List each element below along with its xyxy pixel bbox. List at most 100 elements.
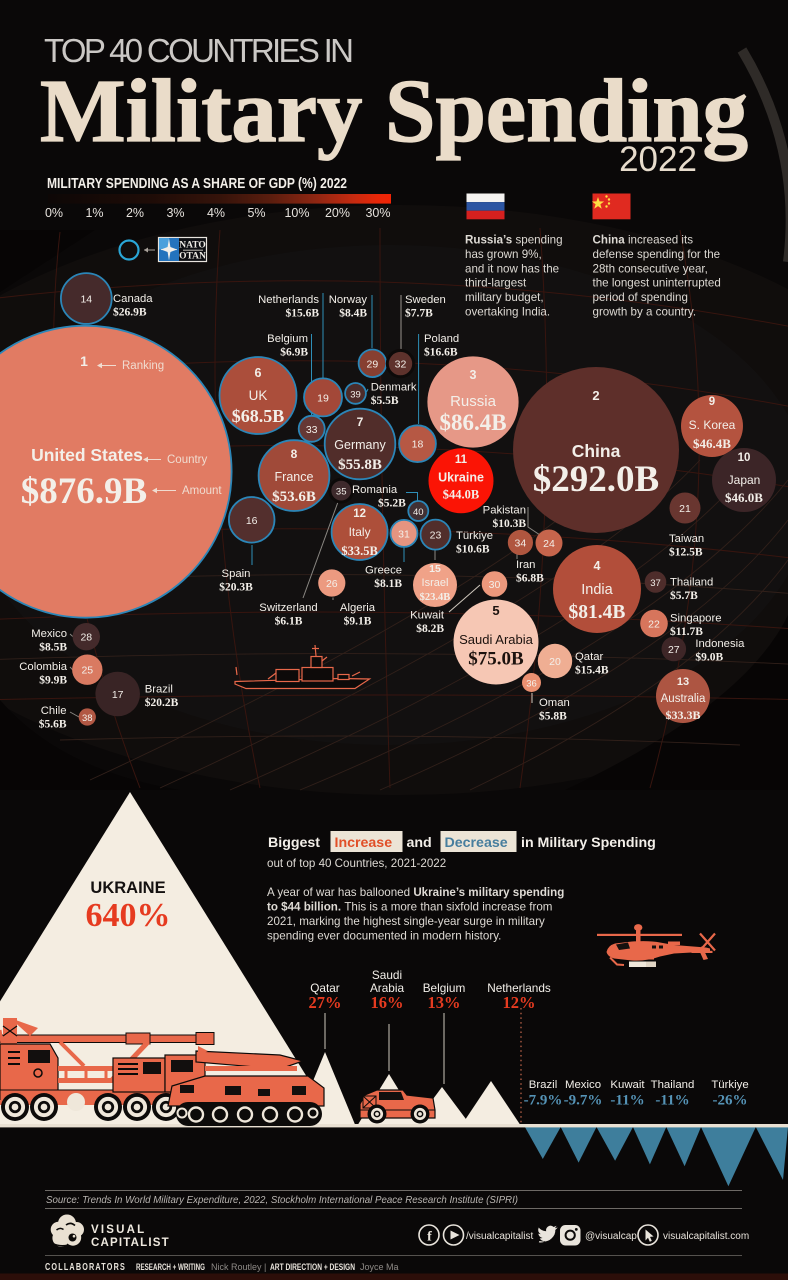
svg-text:Oman: Oman <box>539 697 570 709</box>
svg-text:8: 8 <box>291 447 298 461</box>
svg-text:4%: 4% <box>207 206 225 220</box>
svg-text:Saudi: Saudi <box>372 968 402 982</box>
svg-text:30: 30 <box>489 579 501 591</box>
svg-text:26: 26 <box>326 578 338 590</box>
svg-text:2022: 2022 <box>619 140 697 179</box>
svg-text:1: 1 <box>80 353 88 369</box>
svg-text:$5.8B: $5.8B <box>539 710 567 723</box>
svg-text:-26%: -26% <box>713 1093 748 1109</box>
svg-text:13%: 13% <box>428 993 461 1012</box>
svg-text:$5.6B: $5.6B <box>39 718 67 731</box>
svg-text:COLLABORATORS: COLLABORATORS <box>45 1262 126 1273</box>
svg-text:27: 27 <box>668 644 680 656</box>
svg-text:Russia: Russia <box>450 393 497 410</box>
svg-text:Taiwan: Taiwan <box>669 533 704 545</box>
svg-text:out of top 40 Countries, 2021-: out of top 40 Countries, 2021-2022 <box>267 857 446 870</box>
svg-text:$23.4B: $23.4B <box>420 592 451 603</box>
svg-text:18: 18 <box>412 439 424 451</box>
svg-text:Australia: Australia <box>661 693 706 705</box>
svg-text:640%: 640% <box>86 897 171 934</box>
svg-text:Ukraine: Ukraine <box>438 471 484 485</box>
svg-text:$9.9B: $9.9B <box>39 674 67 687</box>
svg-text:/visualcapitalist: /visualcapitalist <box>466 1231 533 1242</box>
svg-text:ART DIRECTION + DESIGN: ART DIRECTION + DESIGN <box>270 1262 355 1272</box>
svg-text:$6.1B: $6.1B <box>275 615 303 628</box>
svg-text:A year of war has ballooned Uk: A year of war has ballooned Ukraine’s mi… <box>267 886 564 899</box>
svg-text:1%: 1% <box>85 206 103 220</box>
svg-text:TOP 40 COUNTRIES IN: TOP 40 COUNTRIES IN <box>44 32 354 69</box>
svg-text:in Military Spending: in Military Spending <box>521 835 656 851</box>
svg-text:OTAN: OTAN <box>179 252 206 262</box>
svg-text:Türkiye: Türkiye <box>456 530 493 542</box>
svg-text:$12.5B: $12.5B <box>669 546 703 559</box>
svg-text:7: 7 <box>357 415 364 429</box>
svg-text:f: f <box>427 1230 432 1245</box>
svg-text:defense spending for the: defense spending for the <box>593 248 721 261</box>
svg-text:Greece: Greece <box>365 565 402 577</box>
svg-text:China: China <box>572 441 621 461</box>
svg-text:MILITARY SPENDING AS A SHARE O: MILITARY SPENDING AS A SHARE OF GDP (%) … <box>47 176 347 192</box>
svg-text:$55.8B: $55.8B <box>338 457 382 473</box>
svg-text:$8.4B: $8.4B <box>339 307 367 320</box>
svg-text:Source: Trends In World Milita: Source: Trends In World Military Expendi… <box>46 1195 518 1206</box>
svg-text:16%: 16% <box>371 993 404 1012</box>
svg-text:31: 31 <box>398 528 410 540</box>
svg-text:15: 15 <box>429 563 441 575</box>
svg-text:$33.5B: $33.5B <box>341 544 377 558</box>
svg-text:Joyce Ma: Joyce Ma <box>360 1262 399 1272</box>
svg-text:Algeria: Algeria <box>340 602 376 614</box>
svg-text:Thailand: Thailand <box>651 1079 695 1091</box>
svg-text:2: 2 <box>592 388 599 403</box>
svg-text:Qatar: Qatar <box>575 651 603 663</box>
svg-text:$10.6B: $10.6B <box>456 543 490 556</box>
svg-text:$8.2B: $8.2B <box>416 622 444 635</box>
svg-text:Iran: Iran <box>516 559 535 571</box>
svg-text:$11.7B: $11.7B <box>670 625 703 638</box>
svg-text:RESEARCH + WRITING: RESEARCH + WRITING <box>136 1262 205 1272</box>
svg-text:$20.2B: $20.2B <box>145 696 179 709</box>
svg-text:third-largest: third-largest <box>465 277 527 290</box>
svg-text:Brazil: Brazil <box>145 684 173 696</box>
svg-text:$10.3B: $10.3B <box>492 517 526 530</box>
svg-text:|: | <box>264 1262 266 1272</box>
svg-text:$5.2B: $5.2B <box>378 497 406 510</box>
svg-text:CAPITALIST: CAPITALIST <box>91 1237 170 1249</box>
svg-text:Arabia: Arabia <box>370 981 405 995</box>
svg-text:to $44 billion. This is a more: to $44 billion. This is a more than sixf… <box>267 901 552 914</box>
svg-text:$15.6B: $15.6B <box>285 307 319 320</box>
svg-text:UKRAINE: UKRAINE <box>90 879 165 897</box>
svg-text:and it now has the: and it now has the <box>465 262 559 275</box>
svg-text:Switzerland: Switzerland <box>259 602 317 614</box>
svg-text:Amount: Amount <box>182 485 222 497</box>
svg-text:29: 29 <box>367 358 379 370</box>
svg-text:Chile: Chile <box>41 705 67 717</box>
svg-text:19: 19 <box>317 392 329 404</box>
svg-text:20: 20 <box>549 656 561 668</box>
svg-text:$7.7B: $7.7B <box>405 307 433 320</box>
svg-text:$15.4B: $15.4B <box>575 664 609 677</box>
svg-text:33: 33 <box>306 424 318 436</box>
svg-text:has grown 9%,: has grown 9%, <box>465 248 542 261</box>
svg-text:Saudi Arabia: Saudi Arabia <box>459 632 533 647</box>
svg-text:2021, marking the highest sing: 2021, marking the highest single-year su… <box>267 915 545 928</box>
svg-text:UK: UK <box>249 388 268 403</box>
svg-text:Canada: Canada <box>113 293 153 305</box>
svg-text:Ranking: Ranking <box>122 360 164 372</box>
svg-text:12: 12 <box>353 508 366 520</box>
svg-text:38: 38 <box>82 713 93 724</box>
svg-text:$5.7B: $5.7B <box>670 589 698 602</box>
svg-text:3%: 3% <box>166 206 184 220</box>
svg-text:23: 23 <box>430 530 442 542</box>
svg-text:Singapore: Singapore <box>670 613 722 625</box>
svg-text:0%: 0% <box>45 206 63 220</box>
svg-text:United States: United States <box>31 445 143 465</box>
svg-text:Military Spending: Military Spending <box>40 62 748 161</box>
svg-text:Kuwait: Kuwait <box>410 610 445 622</box>
svg-text:$8.1B: $8.1B <box>374 577 402 590</box>
svg-text:Sweden: Sweden <box>405 294 446 306</box>
svg-text:27%: 27% <box>309 993 342 1012</box>
svg-text:$46.0B: $46.0B <box>725 490 763 505</box>
svg-text:India: India <box>581 582 613 598</box>
svg-text:-7.9%: -7.9% <box>524 1093 563 1109</box>
svg-text:spending ever documented in mo: spending ever documented in modern histo… <box>267 930 501 943</box>
